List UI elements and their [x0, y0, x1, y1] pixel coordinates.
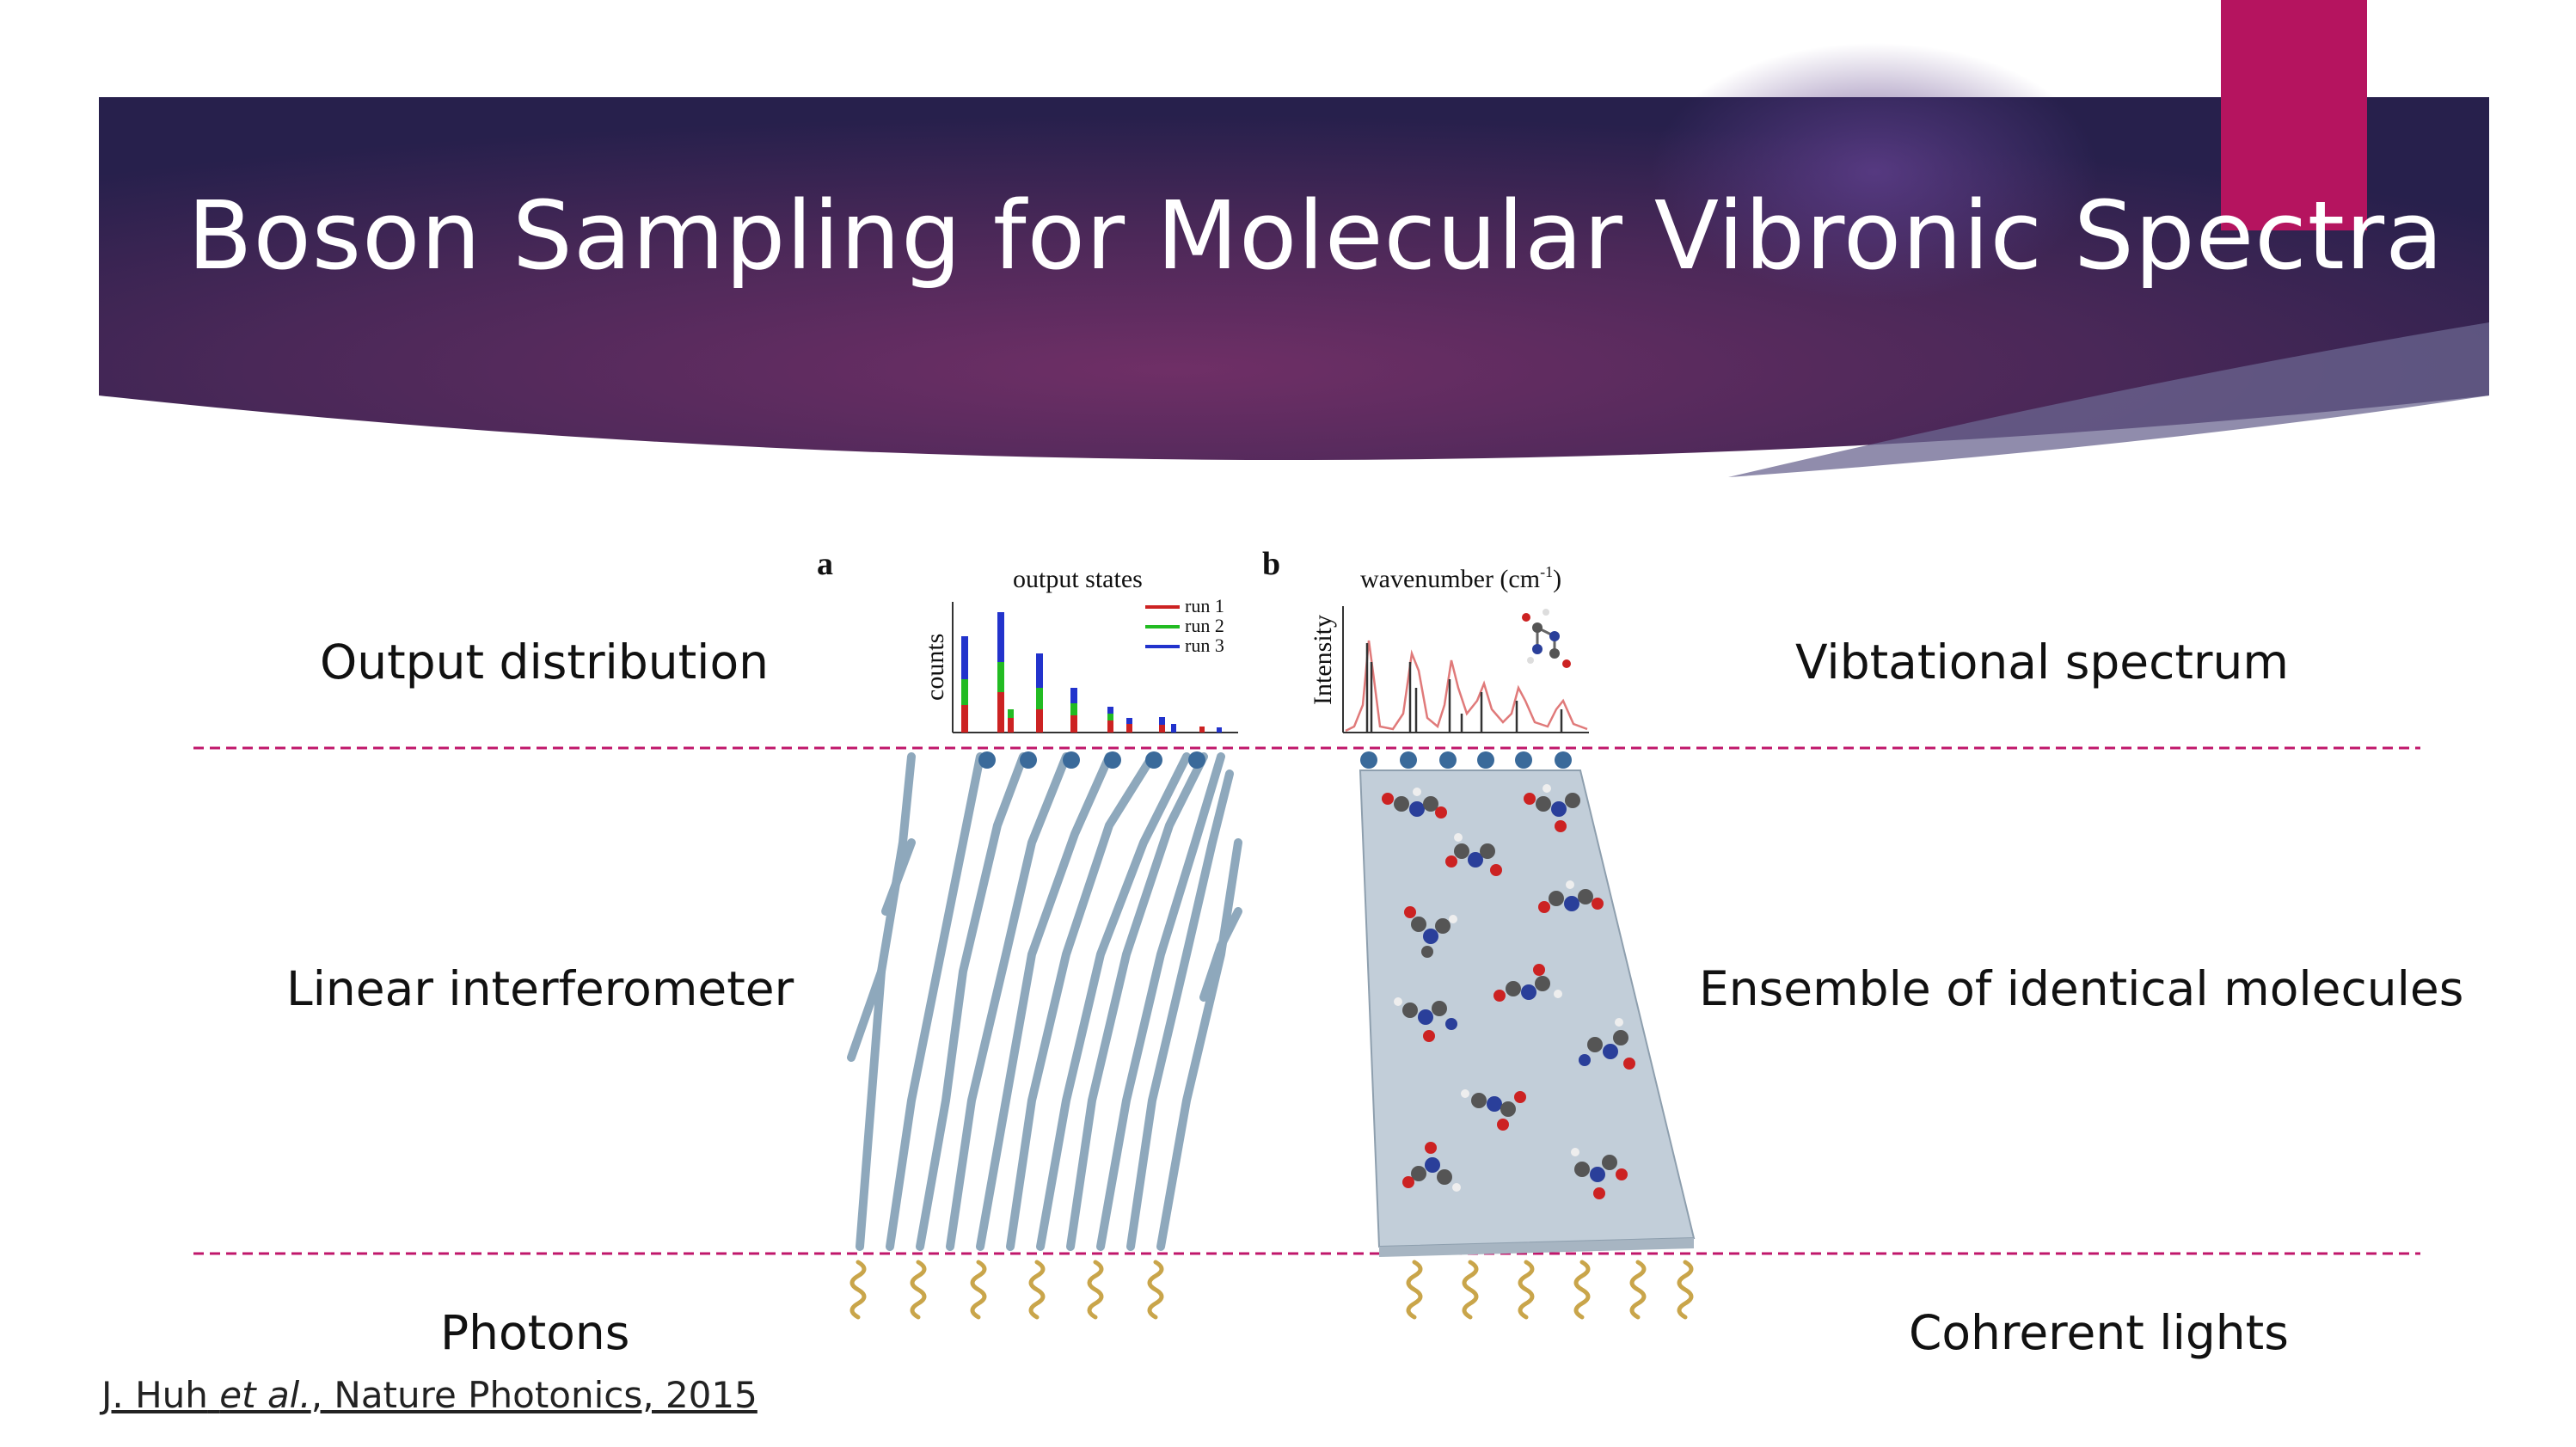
molecule: [1524, 784, 1580, 832]
bar: [1036, 688, 1043, 709]
accent-bar: [2221, 0, 2367, 230]
molecule-icon: [1522, 609, 1571, 668]
panel-b-title: wavenumber (cm-1): [1360, 563, 1561, 593]
molecule: [1445, 833, 1502, 876]
label-coherent-lights: Cohrerent lights: [1909, 1305, 2289, 1360]
detector-dots-left: [978, 751, 1205, 769]
molecule: [1493, 964, 1562, 1002]
panel-b-ylabel: Intensity: [1309, 615, 1337, 705]
molecule: [1579, 1018, 1635, 1070]
output-histogram: [952, 602, 1238, 733]
molecule: [1404, 906, 1457, 958]
bar: [961, 679, 968, 705]
bar: [997, 612, 1004, 662]
legend-run-3: run 3: [1185, 635, 1224, 656]
bar: [1036, 709, 1043, 733]
page-title: Boson Sampling for Molecular Vibronic Sp…: [187, 181, 2444, 291]
legend: run 1 run 2 run 3: [1145, 595, 1224, 656]
panel-a-letter: a: [817, 546, 833, 582]
bar: [1036, 653, 1043, 688]
bar: [961, 705, 968, 733]
bar: [1126, 718, 1132, 724]
panel-a-title: output states: [1013, 565, 1143, 593]
bar: [1159, 717, 1165, 725]
molecule: [1538, 880, 1604, 913]
panel-a-ylabel: counts: [921, 634, 949, 701]
molecule: [1571, 1148, 1628, 1199]
label-output-distribution: Output distribution: [320, 635, 769, 690]
bar: [1217, 727, 1222, 733]
bar: [1008, 718, 1014, 733]
citation: J. Huh et al., Nature Photonics, 2015: [101, 1374, 757, 1416]
bar: [1126, 724, 1132, 733]
molecule: [1382, 788, 1447, 819]
bar: [1171, 724, 1176, 733]
bar: [1107, 720, 1113, 733]
legend-run-1: run 1: [1185, 595, 1224, 616]
molecule: [1394, 997, 1457, 1042]
bar: [1159, 725, 1165, 733]
interferometer-waveguides: [847, 752, 1242, 1251]
bar: [961, 636, 968, 679]
molecule: [1461, 1089, 1526, 1131]
legend-run-2: run 2: [1185, 615, 1224, 636]
label-linear-interferometer: Linear interferometer: [286, 961, 794, 1016]
molecules: [1382, 784, 1635, 1199]
label-photons: Photons: [440, 1305, 630, 1360]
light-squiggles: [1406, 1260, 1694, 1320]
bar: [1199, 727, 1205, 733]
bar: [997, 692, 1004, 733]
bar: [1107, 707, 1113, 714]
bar: [1008, 709, 1014, 718]
molecule: [1402, 1142, 1461, 1192]
detector-dots-right: [1360, 751, 1572, 769]
bar: [1070, 688, 1077, 703]
label-vibrational-spectrum: Vibtational spectrum: [1795, 635, 2289, 690]
bar: [997, 662, 1004, 692]
label-ensemble: Ensemble of identical molecules: [1699, 961, 2464, 1016]
bar: [1070, 715, 1077, 733]
vibronic-spectrum: [1342, 606, 1589, 733]
photon-squiggles: [849, 1260, 1164, 1320]
bar: [1107, 714, 1113, 720]
bar: [1070, 703, 1077, 715]
panel-b-letter: b: [1262, 546, 1280, 582]
